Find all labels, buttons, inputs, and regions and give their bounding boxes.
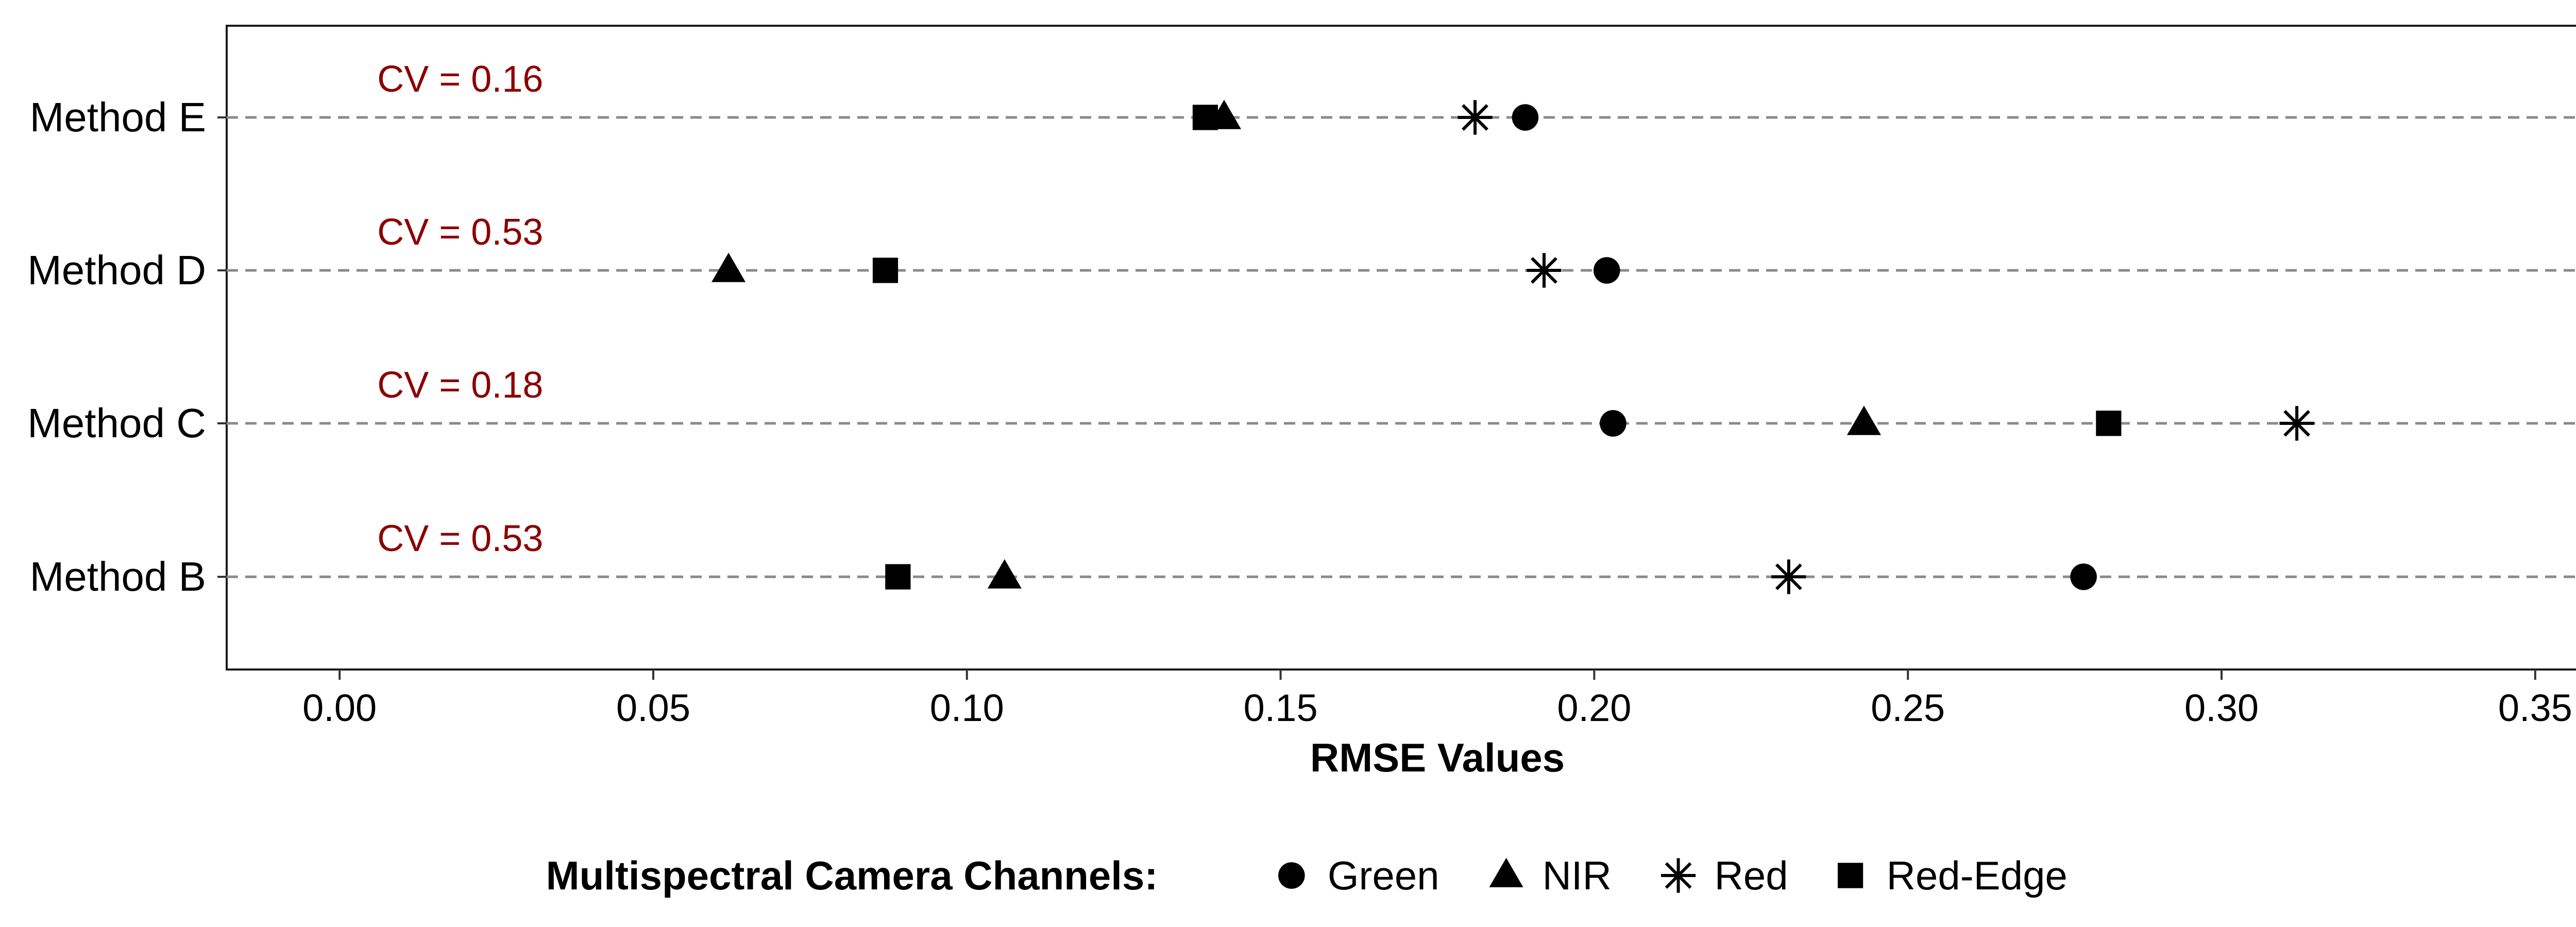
y-axis: Method E Method D Method C Method B <box>27 94 227 599</box>
y-tick-label-method-b: Method B <box>30 554 206 599</box>
point-green-method-c <box>1600 410 1626 437</box>
legend-label-red-edge: Red-Edge <box>1887 853 2067 898</box>
plot-frame-group <box>226 25 2576 671</box>
y-tick-label-method-c: Method C <box>27 400 206 446</box>
x-tick-label-0: 0.00 <box>302 686 377 729</box>
legend-label-green: Green <box>1328 853 1439 898</box>
x-tick-label-2: 0.10 <box>930 686 1004 729</box>
x-tick-label-3: 0.15 <box>1244 686 1318 729</box>
point-nir-method-c <box>1846 405 1881 435</box>
point-red-method-b-stroke-3 <box>1775 563 1802 590</box>
cv-annotation-method-e: CV = 0.16 <box>377 59 543 100</box>
legend-label-nir: NIR <box>1543 853 1612 898</box>
point-red-method-c-stroke-3 <box>2283 410 2311 437</box>
cv-annotation-method-b: CV = 0.53 <box>377 518 543 559</box>
grid-lines <box>227 116 2576 578</box>
x-tick-label-7: 0.35 <box>2498 686 2572 729</box>
legend: Multispectral Camera Channels: Green NIR R… <box>546 853 2067 898</box>
y-tick-label-method-d: Method D <box>27 247 206 293</box>
cv-annotations: CV = 0.16 CV = 0.53 CV = 0.18 CV = 0.53 <box>377 59 543 559</box>
x-tick-label-5: 0.25 <box>1871 686 1945 729</box>
point-red-edge-method-d <box>872 258 899 283</box>
x-tick-label-4: 0.20 <box>1557 686 1631 729</box>
legend-key-nir <box>1489 857 1523 887</box>
data-points <box>711 99 2314 594</box>
point-red-method-e-stroke-3 <box>1462 104 1488 131</box>
point-red-method-d <box>1527 253 1562 288</box>
point-red-method-d-stroke-3 <box>1531 257 1557 284</box>
x-axis-title: RMSE Values <box>1310 735 1565 780</box>
cv-annotation-method-c: CV = 0.18 <box>377 365 543 406</box>
point-green-method-e <box>1512 104 1539 131</box>
legend-key-red <box>1660 858 1696 893</box>
point-red-edge-method-b <box>885 564 911 590</box>
legend-label-red: Red <box>1715 853 1788 898</box>
point-nir-method-d <box>711 252 746 282</box>
x-axis: 0.00 0.05 0.10 0.15 0.20 0.25 0.30 0.35 <box>302 670 2572 729</box>
point-nir-method-b <box>987 559 1022 589</box>
legend-key-red-edge <box>1838 863 1863 888</box>
cv-annotation-method-d: CV = 0.53 <box>377 212 543 253</box>
legend-key-green <box>1278 862 1305 889</box>
point-red-method-b <box>1771 559 1806 594</box>
legend-title: Multispectral Camera Channels: <box>546 853 1158 898</box>
plot-frame <box>226 25 2576 671</box>
point-red-edge-method-c <box>2096 410 2122 436</box>
x-tick-label-1: 0.05 <box>616 686 690 729</box>
legend-key-red-stroke-3 <box>1665 862 1692 889</box>
point-green-method-d <box>1593 257 1620 284</box>
point-red-method-c <box>2279 406 2314 441</box>
point-red-method-e <box>1458 100 1493 135</box>
point-green-method-b <box>2070 563 2097 590</box>
y-tick-label-method-e: Method E <box>30 94 206 140</box>
point-red-edge-method-e <box>1192 105 1218 130</box>
x-tick-label-6: 0.30 <box>2184 686 2259 729</box>
